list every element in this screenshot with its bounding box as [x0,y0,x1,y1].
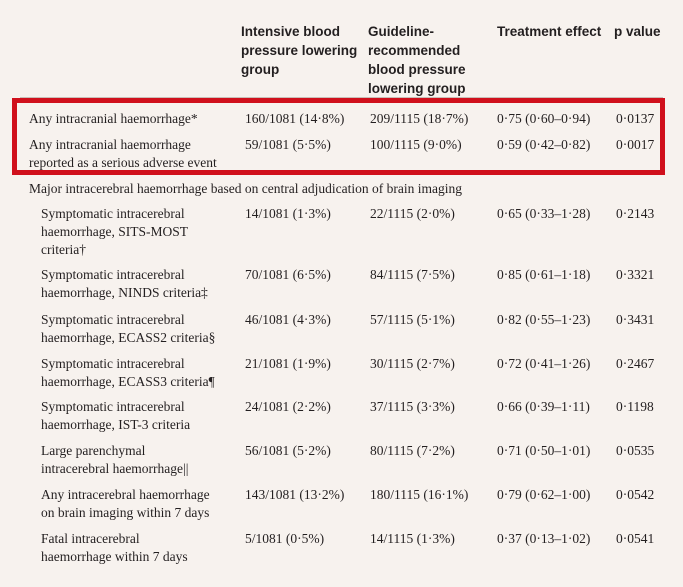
p-value: 0·3321 [616,267,655,282]
treatment-effect-value: 0·66 (0·39–1·11) [497,399,590,414]
header-divider [20,97,663,98]
intensive-value: 143/1081 (13·2%) [245,487,345,502]
p-value: 0·0017 [616,137,655,152]
treatment-effect-value: 0·72 (0·41–1·26) [497,356,591,371]
treatment-effect-value: 0·59 (0·42–0·82) [497,137,591,152]
treatment-effect-value: 0·79 (0·62–1·00) [497,487,591,502]
guideline-value: 57/1115 (5·1%) [370,312,455,327]
treatment-effect-value: 0·85 (0·61–1·18) [497,267,591,282]
intensive-value: 14/1081 (1·3%) [245,206,331,221]
p-value: 0·3431 [616,312,655,327]
row-label: Any intracranial haemorrhage* [29,111,198,126]
treatment-effect-value: 0·37 (0·13–1·02) [497,531,591,546]
row-label: Any intracranial haemorrhage reported as… [29,137,217,170]
intensive-value: 21/1081 (1·9%) [245,356,331,371]
p-value: 0·0541 [616,531,655,546]
header-treatment-effect: Treatment effect [497,24,602,39]
p-value: 0·2143 [616,206,655,221]
treatment-effect-value: 0·82 (0·55–1·23) [497,312,591,327]
intensive-value: 56/1081 (5·2%) [245,443,331,458]
guideline-value: 30/1115 (2·7%) [370,356,455,371]
treatment-effect-value: 0·71 (0·50–1·01) [497,443,591,458]
header-intensive-group: Intensive blood pressure lowering group [241,24,358,77]
row-label: Symptomatic intracerebral haemorrhage, E… [41,312,216,345]
row-label: Symptomatic intracerebral haemorrhage, I… [41,399,191,432]
intensive-value: 70/1081 (6·5%) [245,267,331,282]
row-label: Symptomatic intracerebral haemorrhage, N… [41,267,208,300]
guideline-value: 209/1115 (18·7%) [370,111,469,126]
treatment-effect-value: 0·75 (0·60–0·94) [497,111,591,126]
guideline-value: 100/1115 (9·0%) [370,137,462,152]
row-label: Any intracerebral haemorrhage on brain i… [41,487,210,520]
guideline-value: 14/1115 (1·3%) [370,531,455,546]
p-value: 0·2467 [616,356,655,371]
row-label: Symptomatic intracerebral haemorrhage, E… [41,356,215,389]
highlight-box [12,98,665,175]
row-label: Large parenchymal intracerebral haemorrh… [41,443,189,476]
intensive-value: 59/1081 (5·5%) [245,137,331,152]
intensive-value: 46/1081 (4·3%) [245,312,331,327]
intensive-value: 160/1081 (14·8%) [245,111,345,126]
intensive-value: 5/1081 (0·5%) [245,531,325,546]
header-p-value: p value [614,24,661,39]
guideline-value: 22/1115 (2·0%) [370,206,455,221]
treatment-effect-value: 0·65 (0·33–1·28) [497,206,591,221]
p-value: 0·0542 [616,487,655,502]
section-label: Major intracerebral haemorrhage based on… [29,181,462,196]
guideline-value: 84/1115 (7·5%) [370,267,455,282]
row-label: Symptomatic intracerebral haemorrhage, S… [41,206,188,257]
p-value: 0·0535 [616,443,655,458]
header-guideline-group: Guideline- recommended blood pressure lo… [368,24,466,96]
p-value: 0·1198 [616,399,654,414]
guideline-value: 80/1115 (7·2%) [370,443,455,458]
guideline-value: 37/1115 (3·3%) [370,399,455,414]
p-value: 0·0137 [616,111,655,126]
intensive-value: 24/1081 (2·2%) [245,399,331,414]
row-label: Fatal intracerebral haemorrhage within 7… [41,531,188,564]
guideline-value: 180/1115 (16·1%) [370,487,469,502]
